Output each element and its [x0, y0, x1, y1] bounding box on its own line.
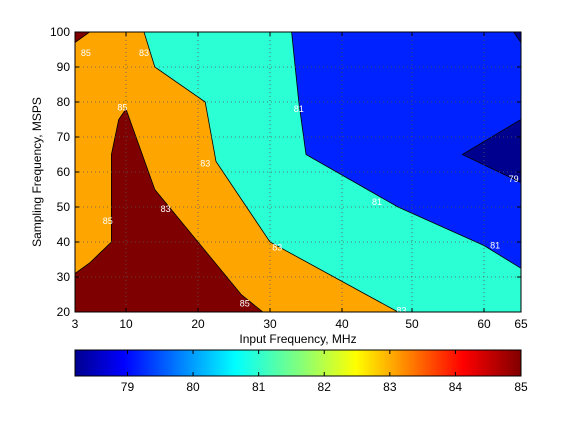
y-tick-label: 20: [57, 305, 71, 319]
y-tick-label: 60: [57, 165, 71, 179]
grid-lines: [75, 32, 521, 312]
y-tick-label: 40: [57, 235, 71, 249]
x-tick-label: 10: [119, 317, 133, 331]
y-tick-label: 80: [57, 95, 71, 109]
contour-label: 83: [161, 204, 171, 214]
contour-region-2: [291, 32, 521, 269]
x-axis-label: Input Frequency, MHz: [239, 332, 356, 346]
y-tick-label: 50: [57, 200, 71, 214]
x-tick-label: 20: [191, 317, 205, 331]
colorbar-tick-label: 84: [449, 380, 463, 394]
x-axis-ticks: 3 10 20 30 40 50 60 65: [72, 32, 528, 331]
x-tick-label: 50: [405, 317, 419, 331]
colorbar-tick-label: 80: [186, 380, 200, 394]
y-tick-label: 100: [50, 25, 70, 39]
x-tick-label: 60: [477, 317, 491, 331]
y-axis-ticks: 20 30 40 50 60 70 80 90 100: [50, 25, 521, 319]
colorbar-tick-label: 85: [514, 380, 528, 394]
x-tick-label: 65: [514, 317, 528, 331]
contour-label: 85: [240, 298, 250, 308]
contour-label: 79: [509, 174, 519, 184]
x-tick-label: 30: [263, 317, 277, 331]
y-tick-label: 70: [57, 130, 71, 144]
colorbar: [74, 349, 522, 377]
contour-label: 83: [200, 158, 210, 168]
y-axis-label: Sampling Frequency, MSPS: [30, 97, 44, 247]
x-tick-label: 3: [72, 317, 79, 331]
contour-label: 81: [372, 197, 382, 207]
y-tick-label: 30: [57, 270, 71, 284]
contour-region-5: [75, 32, 91, 43]
contour-label: 81: [294, 104, 304, 114]
contour-label: 85: [117, 102, 127, 112]
contour-label: 83: [272, 242, 282, 252]
colorbar-tick-label: 82: [318, 380, 332, 394]
contour-label: 81: [490, 241, 500, 251]
colorbar-tick-label: 81: [252, 380, 266, 394]
contour-label: 83: [396, 305, 406, 315]
colorbar-tick-label: 83: [383, 380, 397, 394]
x-tick-label: 40: [335, 317, 349, 331]
contour-label: 85: [103, 216, 113, 226]
contour-region-6: [75, 108, 264, 312]
colorbar-tick-label: 79: [121, 380, 135, 394]
colorbar-ticks: 79 80 81 82 83 84 85: [121, 350, 528, 394]
contour-labels: 85 83 85 85 83 83 81 81 83 85 83 79 81: [81, 48, 519, 315]
contour-region-4: [513, 32, 521, 44]
y-tick-label: 90: [57, 60, 71, 74]
contour-regions: [75, 32, 521, 312]
contour-label: 83: [139, 48, 149, 58]
contour-label: 85: [81, 48, 91, 58]
